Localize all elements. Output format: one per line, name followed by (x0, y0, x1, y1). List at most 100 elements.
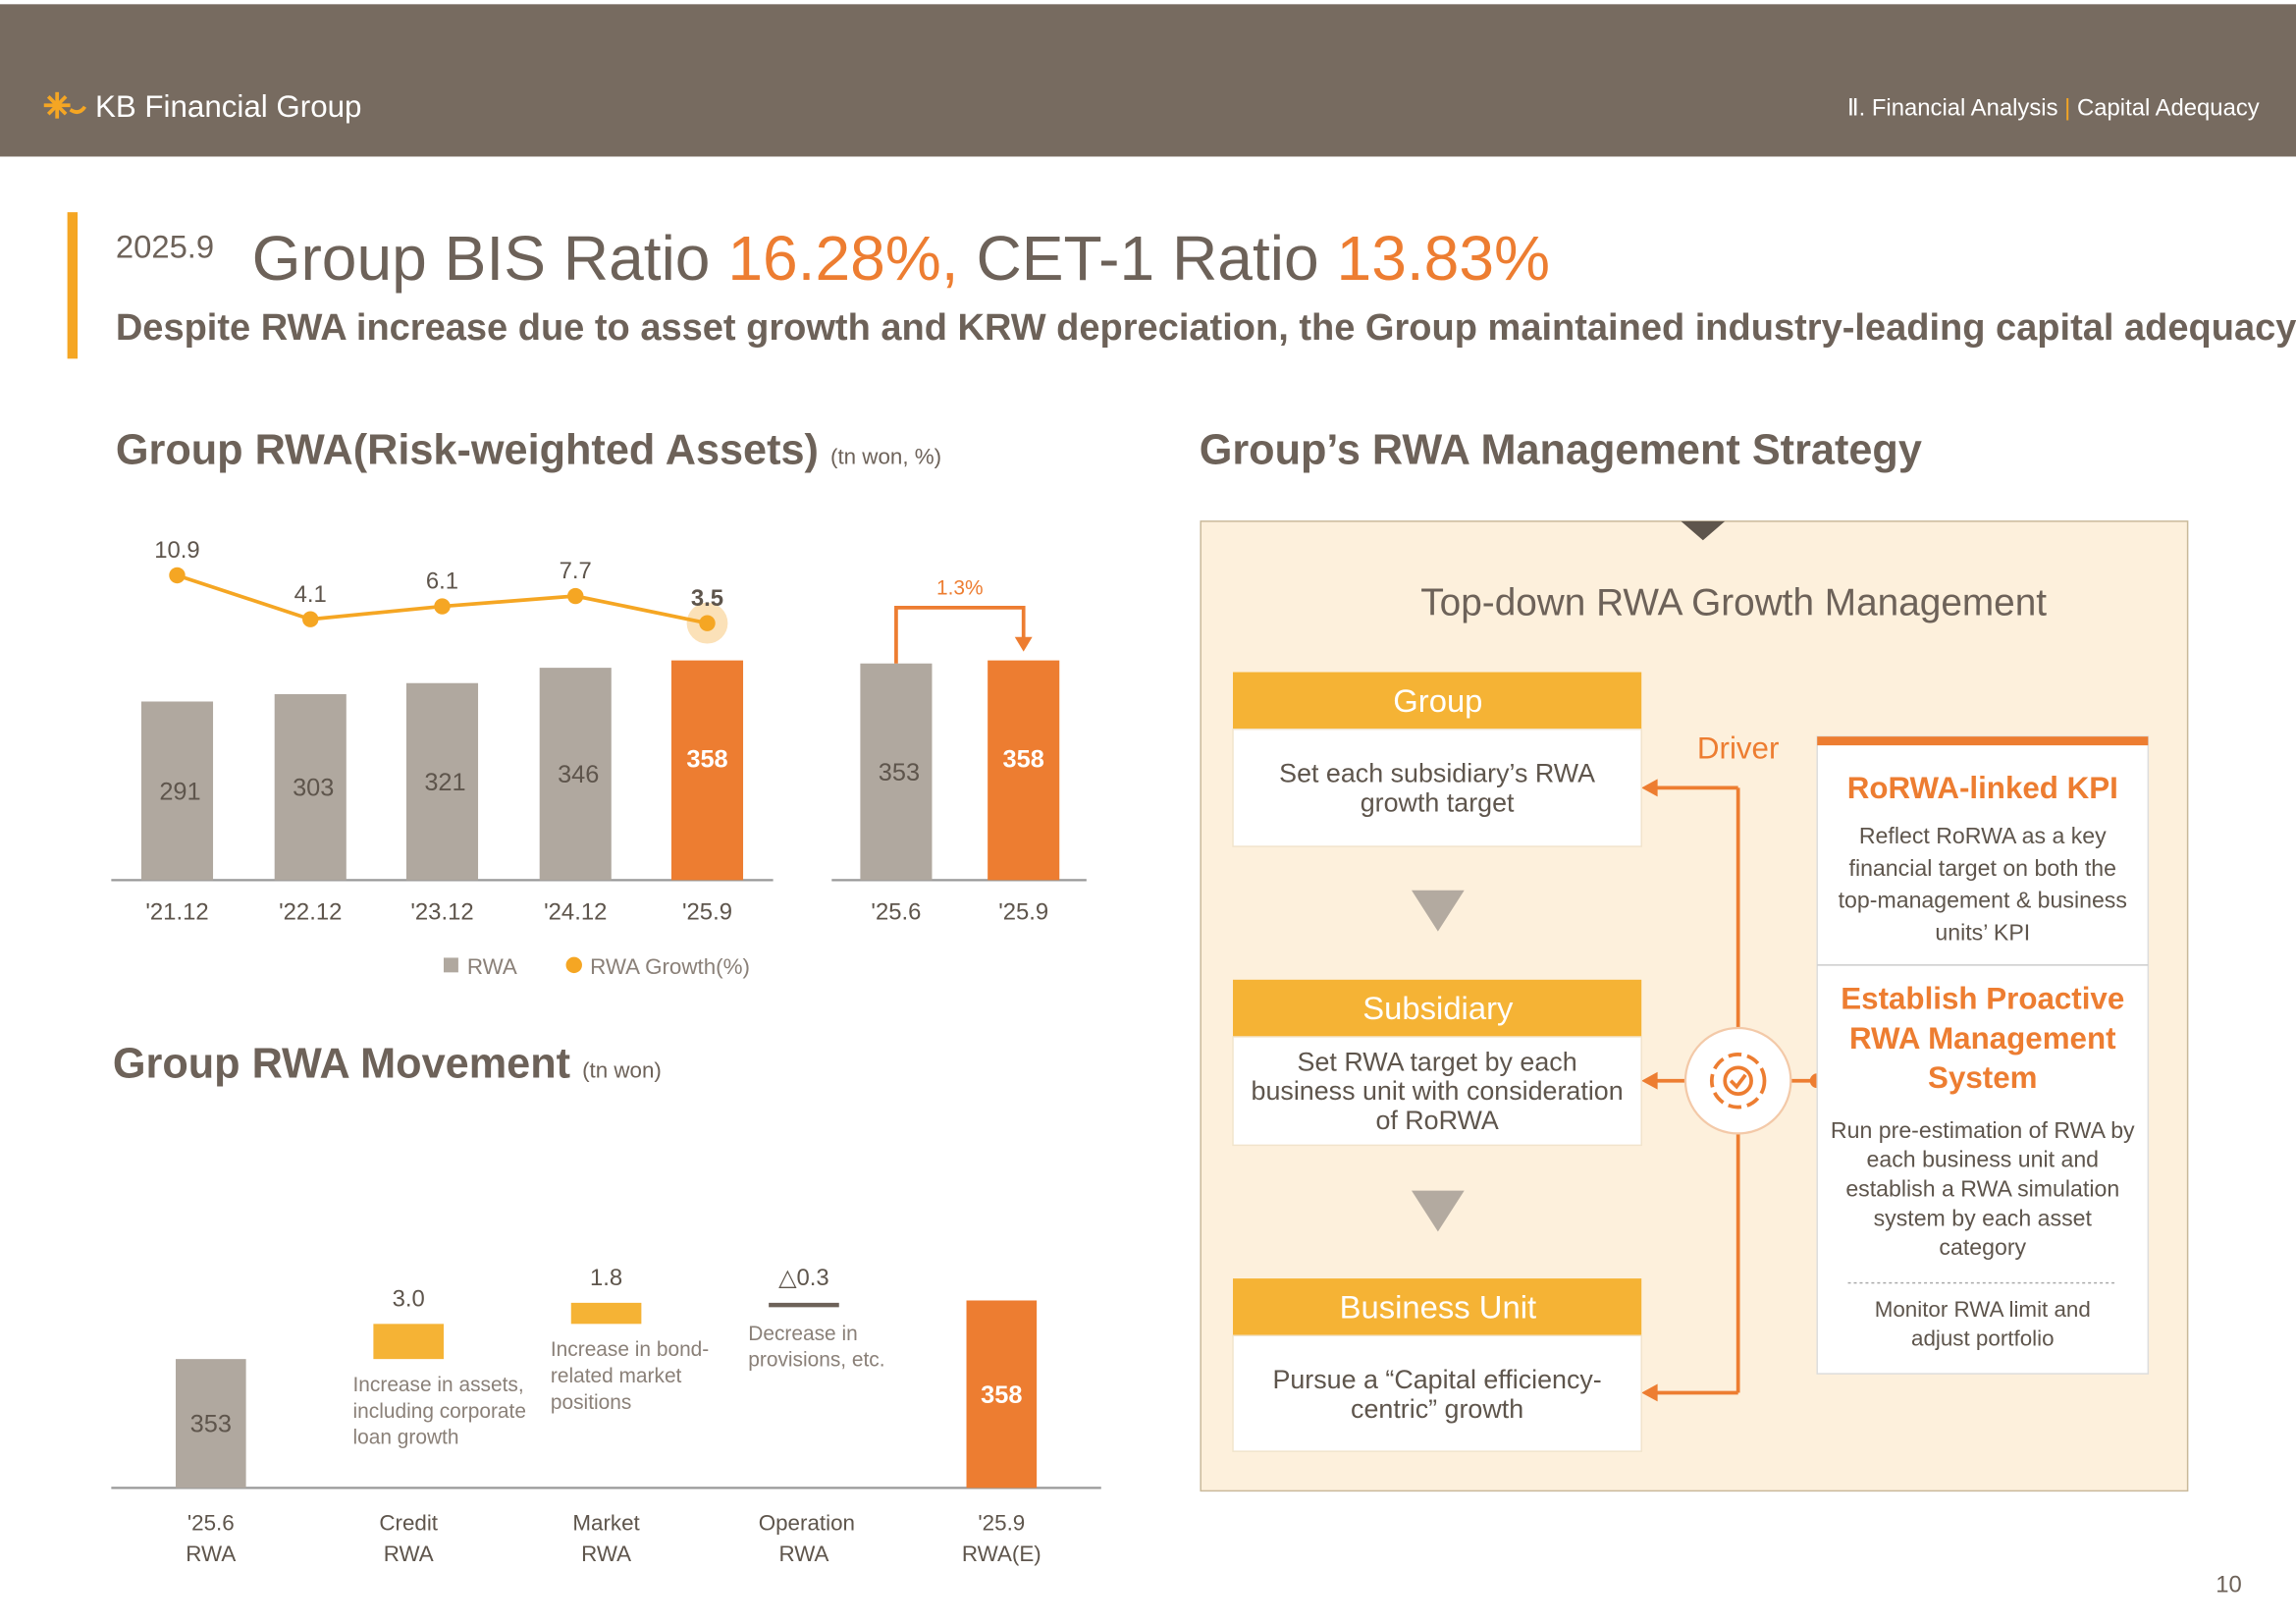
cycle-icon (1683, 1026, 1792, 1135)
system-extra-box: Monitor RWA limit and adjust portfolio (1874, 1297, 2091, 1352)
kpi-title-box: RoRWA-linked KPI (1846, 771, 2118, 806)
level-body (1232, 1334, 1642, 1452)
bar-value-label: 353 (190, 1411, 232, 1438)
level-header (1233, 979, 1642, 1037)
kpi-panel (1816, 735, 2150, 1375)
growth-label: 1.3% (936, 576, 984, 599)
level-text: Set each subsidiary’s RWA growth target (1279, 758, 1596, 818)
accent-bar (67, 212, 79, 359)
growth-label: 6.1 (426, 568, 458, 595)
level-body (1232, 1036, 1642, 1147)
growth-label: 3.5 (691, 585, 723, 612)
growth-point (567, 587, 584, 605)
level-text-box: Set RWA target by each business unit wit… (1252, 1047, 1624, 1135)
bar-value-label: 3.0 (393, 1285, 425, 1312)
headline-label: CET-1 Ratio (976, 223, 1318, 294)
bar-annotation-box: Increase in bond-related market position… (551, 1337, 709, 1414)
growth-point (169, 567, 186, 584)
growth-arrow (1014, 636, 1033, 652)
x-tick-label-box: Operation RWA (758, 1511, 855, 1567)
section: Ⅱ. Financial Analysis (1847, 95, 2058, 122)
bar (373, 1324, 444, 1360)
x-tick-label: Market RWA (572, 1511, 640, 1567)
chart-title-text: Group RWA Movement (113, 1041, 570, 1088)
x-tick-label: '24.12 (544, 899, 607, 926)
headline-date: 2025.9 (116, 228, 214, 264)
headline-subtitle: Despite RWA increase due to asset growth… (116, 307, 2296, 349)
x-tick-label: '23.12 (410, 899, 473, 926)
kpi-panel-top (1817, 736, 2149, 746)
x-tick-label: Operation RWA (758, 1511, 855, 1567)
x-tick-label-box: '25.6 RWA (186, 1511, 237, 1567)
bar-annotation-box: Decrease in provisions, etc. (748, 1320, 885, 1371)
header-band (0, 4, 2296, 157)
system-extra: Monitor RWA limit and adjust portfolio (1874, 1297, 2091, 1352)
kpi-text-box: Reflect RoRWA as a key financial target … (1838, 824, 2127, 947)
x-tick-label: '25.6 (871, 899, 921, 926)
chart-title: Group RWA Movement (tn won) (113, 1041, 662, 1088)
headline-value: 13.83% (1337, 223, 1550, 294)
bar-value-label: △0.3 (778, 1265, 829, 1291)
bar-value-label: 358 (1003, 746, 1044, 774)
bar-value-label: 358 (686, 746, 727, 774)
bar-value-label: 321 (424, 769, 465, 796)
cycle-icon-glyph (1709, 1053, 1767, 1110)
strategy-box-title: Top-down RWA Growth Management (1420, 581, 2047, 623)
growth-label: 10.9 (154, 537, 199, 564)
separator: | (2064, 95, 2070, 122)
kpi-title: RoRWA-linked KPI (1846, 771, 2118, 806)
bar-annotation-box: Increase in assets, including corporate … (352, 1372, 526, 1449)
growth-point (434, 598, 451, 615)
level-title: Group (1393, 682, 1482, 719)
bar (539, 668, 612, 881)
system-title-box: Establish Proactive RWA Management Syste… (1841, 982, 2125, 1096)
chart-title-text: Group RWA(Risk-weighted Assets) (116, 427, 819, 474)
level-title: Business Unit (1340, 1288, 1537, 1325)
bar-value-label: 303 (293, 775, 334, 802)
chart-unit: (tn won, %) (830, 445, 941, 469)
x-tick-label: '21.12 (145, 899, 208, 926)
growth-point (302, 611, 319, 627)
bar (966, 1300, 1038, 1489)
bar-value-label: 358 (981, 1381, 1022, 1409)
legend-marker (565, 956, 582, 974)
level-header (1233, 1278, 1642, 1336)
bar (140, 701, 214, 881)
headline-label: Group BIS Ratio (252, 223, 711, 294)
x-tick-label: '25.9 RWA(E) (961, 1511, 1041, 1567)
legend-label: RWA (467, 954, 517, 979)
x-tick-label: '22.12 (279, 899, 342, 926)
level-text-box: Pursue a “Capital efficiency-centric” gr… (1272, 1364, 1602, 1424)
topic: Capital Adequacy (2077, 95, 2260, 122)
x-tick-label-box: Market RWA (572, 1511, 640, 1567)
section-path: Ⅱ. Financial Analysis | Capital Adequacy (1847, 95, 2260, 122)
bar-annotation: Decrease in provisions, etc. (748, 1320, 885, 1371)
x-tick-label-box: '25.9 RWA(E) (961, 1511, 1041, 1567)
bar-value-label: 353 (879, 759, 920, 786)
bar (570, 1302, 642, 1325)
bar-value-label: 291 (159, 778, 200, 805)
brand: KB Financial Group (95, 89, 362, 124)
bar-annotation: Increase in assets, including corporate … (352, 1372, 526, 1449)
system-title: Establish Proactive RWA Management Syste… (1841, 982, 2125, 1096)
logo-icon (43, 91, 87, 119)
growth-bracket (894, 606, 1026, 664)
level-header (1233, 672, 1642, 730)
chart-title: Group RWA(Risk-weighted Assets) (tn won,… (116, 427, 941, 474)
pointer (1681, 520, 1726, 541)
x-tick-label: '25.6 RWA (186, 1511, 237, 1567)
level-text-box: Set each subsidiary’s RWA growth target (1279, 758, 1596, 818)
down-arrow (1412, 890, 1465, 932)
x-tick-label-box: Credit RWA (379, 1511, 438, 1567)
chart-unit: (tn won) (582, 1058, 662, 1083)
bar (769, 1302, 839, 1308)
driver-label: Driver (1697, 731, 1780, 766)
kpi-text: Reflect RoRWA as a key financial target … (1838, 824, 2127, 947)
bar (988, 660, 1060, 881)
level-text: Pursue a “Capital efficiency-centric” gr… (1272, 1364, 1602, 1424)
headline-value: 16.28%, (727, 223, 958, 294)
bar (274, 693, 347, 881)
page-number: 10 (2216, 1571, 2242, 1597)
system-text-box: Run pre-estimation of RWA by each busine… (1831, 1119, 2135, 1262)
